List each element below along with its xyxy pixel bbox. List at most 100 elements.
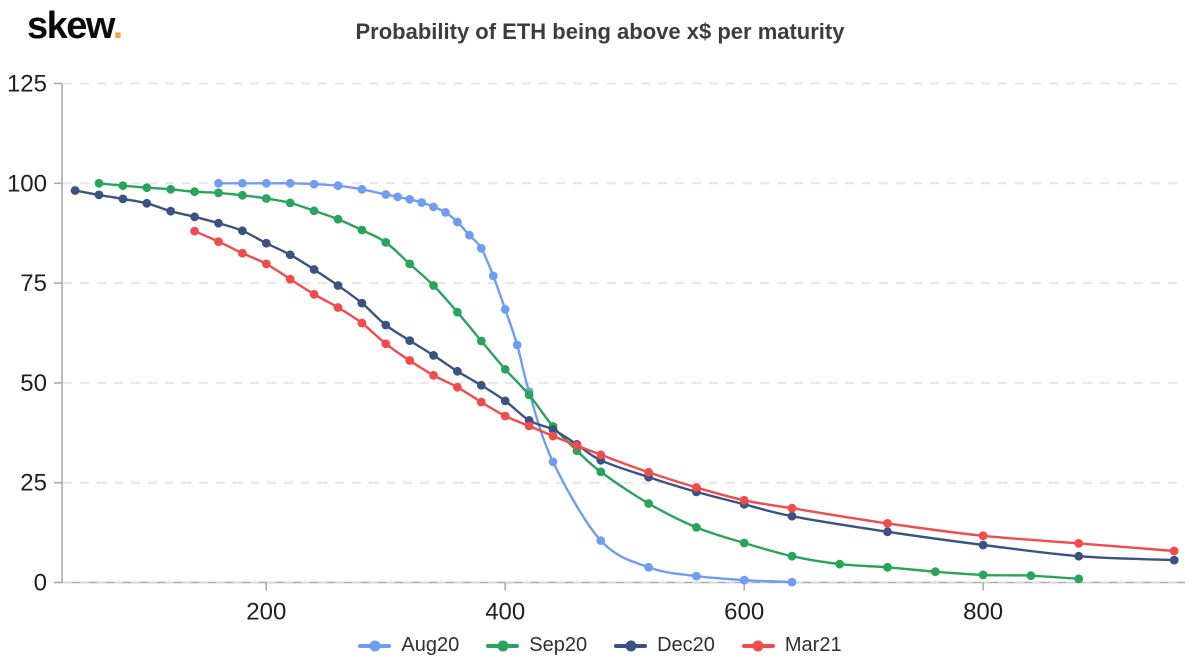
data-point-Sep20[interactable] (214, 188, 223, 198)
data-point-Sep20[interactable] (405, 259, 415, 269)
data-point-Sep20[interactable] (883, 562, 892, 572)
data-point-Dec20[interactable] (261, 238, 271, 248)
legend-item-aug20[interactable]: Aug20 (358, 634, 459, 657)
data-point-Aug20[interactable] (261, 178, 271, 188)
data-point-Aug20[interactable] (548, 457, 558, 467)
data-point-Sep20[interactable] (524, 390, 534, 400)
data-point-Mar21[interactable] (500, 411, 510, 421)
data-point-Dec20[interactable] (214, 218, 223, 228)
data-point-Aug20[interactable] (465, 230, 474, 240)
data-point-Sep20[interactable] (429, 281, 438, 290)
data-point-Aug20[interactable] (309, 179, 319, 189)
data-point-Mar21[interactable] (644, 467, 653, 477)
data-point-Dec20[interactable] (285, 250, 295, 260)
data-point-Mar21[interactable] (285, 274, 295, 284)
legend-item-mar21[interactable]: Mar21 (741, 634, 842, 657)
data-point-Dec20[interactable] (1169, 555, 1179, 565)
data-point-Mar21[interactable] (692, 483, 701, 492)
data-point-Dec20[interactable] (333, 281, 343, 290)
data-point-Aug20[interactable] (453, 217, 462, 227)
data-point-Sep20[interactable] (1026, 571, 1036, 581)
data-point-Aug20[interactable] (405, 194, 415, 204)
data-point-Aug20[interactable] (441, 208, 450, 217)
data-point-Sep20[interactable] (739, 538, 749, 548)
data-point-Sep20[interactable] (381, 238, 391, 247)
data-point-Mar21[interactable] (1169, 546, 1179, 556)
series-Aug20[interactable] (214, 178, 797, 587)
data-point-Dec20[interactable] (357, 298, 367, 308)
data-point-Aug20[interactable] (238, 178, 247, 188)
data-point-Mar21[interactable] (261, 259, 271, 269)
data-point-Dec20[interactable] (118, 194, 128, 204)
data-point-Sep20[interactable] (190, 187, 200, 197)
series-Mar21[interactable] (190, 226, 1179, 556)
data-point-Mar21[interactable] (333, 303, 343, 312)
data-point-Dec20[interactable] (453, 366, 462, 376)
data-point-Sep20[interactable] (94, 178, 104, 188)
data-point-Sep20[interactable] (166, 184, 176, 194)
data-point-Dec20[interactable] (190, 212, 200, 222)
data-point-Aug20[interactable] (357, 184, 367, 194)
data-point-Mar21[interactable] (214, 237, 223, 247)
data-point-Mar21[interactable] (883, 519, 892, 528)
data-point-Aug20[interactable] (692, 571, 701, 581)
data-point-Aug20[interactable] (644, 562, 653, 572)
data-point-Aug20[interactable] (476, 244, 486, 253)
data-point-Sep20[interactable] (285, 198, 295, 208)
data-point-Sep20[interactable] (978, 570, 988, 580)
data-point-Dec20[interactable] (429, 351, 438, 360)
data-point-Sep20[interactable] (453, 307, 462, 317)
data-point-Sep20[interactable] (500, 364, 510, 374)
data-point-Aug20[interactable] (214, 178, 223, 188)
data-point-Sep20[interactable] (787, 551, 797, 561)
data-point-Aug20[interactable] (488, 271, 498, 281)
data-point-Aug20[interactable] (393, 192, 403, 202)
data-point-Sep20[interactable] (238, 190, 247, 200)
data-point-Dec20[interactable] (787, 511, 797, 521)
data-point-Dec20[interactable] (70, 186, 80, 195)
data-point-Mar21[interactable] (309, 289, 319, 299)
data-point-Mar21[interactable] (548, 431, 558, 441)
data-point-Mar21[interactable] (978, 531, 988, 541)
data-point-Dec20[interactable] (94, 190, 104, 200)
data-point-Sep20[interactable] (644, 499, 653, 508)
data-point-Mar21[interactable] (381, 339, 391, 349)
data-point-Aug20[interactable] (500, 305, 510, 314)
data-point-Aug20[interactable] (596, 536, 606, 545)
data-point-Aug20[interactable] (381, 190, 391, 199)
data-point-Sep20[interactable] (357, 225, 367, 235)
data-point-Mar21[interactable] (190, 226, 200, 236)
data-point-Sep20[interactable] (142, 183, 152, 193)
data-point-Dec20[interactable] (381, 320, 391, 330)
data-point-Mar21[interactable] (476, 397, 486, 407)
probability-chart[interactable]: 0 25 50 75 100 125 200 400 600 800 (0, 0, 1200, 630)
legend-item-sep20[interactable]: Sep20 (486, 634, 587, 657)
data-point-Dec20[interactable] (1074, 551, 1084, 561)
data-point-Aug20[interactable] (417, 198, 426, 207)
data-point-Dec20[interactable] (142, 198, 152, 208)
data-point-Mar21[interactable] (238, 248, 247, 258)
data-point-Mar21[interactable] (596, 450, 606, 460)
data-point-Sep20[interactable] (930, 567, 940, 577)
data-point-Mar21[interactable] (787, 503, 797, 513)
data-point-Mar21[interactable] (739, 495, 749, 505)
data-point-Sep20[interactable] (309, 206, 319, 216)
data-point-Mar21[interactable] (429, 370, 438, 380)
data-point-Mar21[interactable] (357, 318, 367, 328)
data-point-Sep20[interactable] (476, 336, 486, 346)
data-point-Dec20[interactable] (238, 226, 247, 236)
data-point-Sep20[interactable] (596, 467, 606, 477)
data-point-Dec20[interactable] (978, 540, 988, 550)
data-point-Mar21[interactable] (405, 356, 415, 365)
data-point-Mar21[interactable] (524, 421, 534, 431)
data-point-Aug20[interactable] (739, 575, 749, 585)
data-point-Mar21[interactable] (1074, 539, 1084, 548)
series-Sep20[interactable] (94, 178, 1084, 584)
data-point-Dec20[interactable] (166, 206, 176, 216)
legend-item-dec20[interactable]: Dec20 (614, 634, 715, 657)
data-point-Dec20[interactable] (405, 336, 415, 345)
data-point-Dec20[interactable] (883, 527, 892, 537)
series-Dec20[interactable] (70, 186, 1179, 565)
data-point-Aug20[interactable] (512, 340, 522, 350)
data-point-Sep20[interactable] (1074, 574, 1084, 584)
